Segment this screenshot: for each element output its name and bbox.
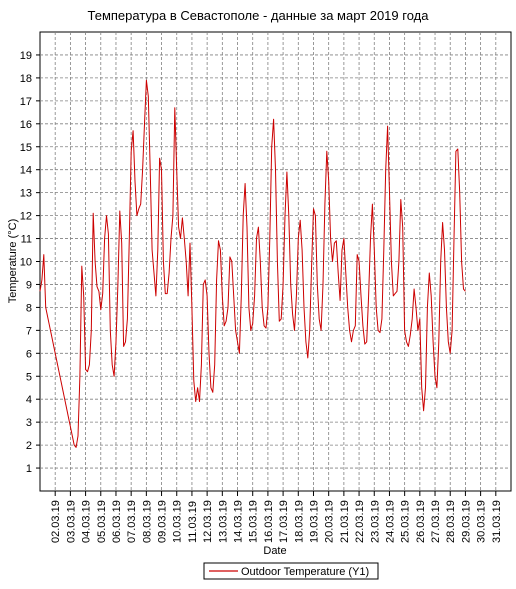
x-tick-label: 04.03.19 [81,500,93,543]
x-tick-label: 18.03.19 [293,500,305,543]
y-tick-label: 13 [20,188,32,200]
x-tick-label: 26.03.19 [415,500,427,543]
y-tick-label: 11 [21,234,32,246]
series-line-outdoor-temperature [39,79,466,448]
x-tick-label: 07.03.19 [126,500,138,543]
x-tick-label: 10.03.19 [172,500,184,543]
y-tick-label: 10 [20,257,32,269]
y-tick-label: 12 [20,211,32,223]
x-tick-label: 20.03.19 [324,500,336,543]
series-group [39,79,466,448]
y-tick-label: 4 [26,394,32,406]
x-tick-label: 06.03.19 [111,500,123,543]
x-tick-label: 14.03.19 [233,500,245,543]
x-tick-label: 25.03.19 [400,500,412,543]
y-tick-label: 19 [20,50,32,62]
x-axis-ticks: 02.03.19 03.03.19 04.03.19 05.03.19 06.03.19… [50,491,503,543]
x-tick-label: 12.03.19 [202,500,214,543]
y-tick-label: 17 [20,96,32,108]
x-tick-label: 19.03.19 [308,500,320,543]
y-tick-label: 9 [26,279,32,291]
x-axis-label: Date [263,545,286,557]
y-tick-label: 6 [26,348,32,360]
x-tick-label: 23.03.19 [369,500,381,543]
x-tick-label: 17.03.19 [278,500,290,543]
y-tick-label: 2 [26,440,32,452]
legend-label: Outdoor Temperature (Y1) [241,566,369,578]
x-tick-label: 28.03.19 [445,500,457,543]
x-tick-label: 15.03.19 [248,500,260,543]
x-tick-label: 24.03.19 [384,500,396,543]
y-tick-label: 15 [20,142,32,154]
x-tick-label: 30.03.19 [476,500,488,543]
chart-title: Температура в Севастополе - данные за ма… [88,8,430,23]
y-tick-label: 5 [26,371,32,383]
y-tick-label: 1 [26,463,32,475]
x-gridlines [54,32,497,491]
legend-box [203,562,379,580]
y-axis-label: Temperature (°C) [7,219,19,303]
x-tick-label: 16.03.19 [263,500,275,543]
y-tick-label: 16 [20,119,32,131]
x-tick-label: 03.03.19 [65,500,77,543]
x-tick-label: 08.03.19 [141,500,153,543]
x-tick-label: 21.03.19 [339,500,351,543]
x-tick-label: 13.03.19 [217,500,229,543]
x-tick-label: 29.03.19 [460,500,472,543]
y-tick-label: 14 [20,165,32,177]
x-tick-label: 31.03.19 [491,500,503,543]
x-tick-label: 11.03.19 [187,501,199,543]
y-tick-label: 18 [20,73,32,85]
legend: Outdoor Temperature (Y1) [203,562,379,580]
x-tick-label: 22.03.19 [354,500,366,543]
y-tick-label: 8 [26,302,32,314]
x-tick-label: 27.03.19 [430,500,442,543]
x-tick-label: 09.03.19 [157,500,169,543]
y-tick-label: 7 [26,325,32,337]
x-tick-label: 02.03.19 [50,500,62,543]
y-tick-label: 3 [26,417,32,429]
x-tick-label: 05.03.19 [96,500,108,543]
